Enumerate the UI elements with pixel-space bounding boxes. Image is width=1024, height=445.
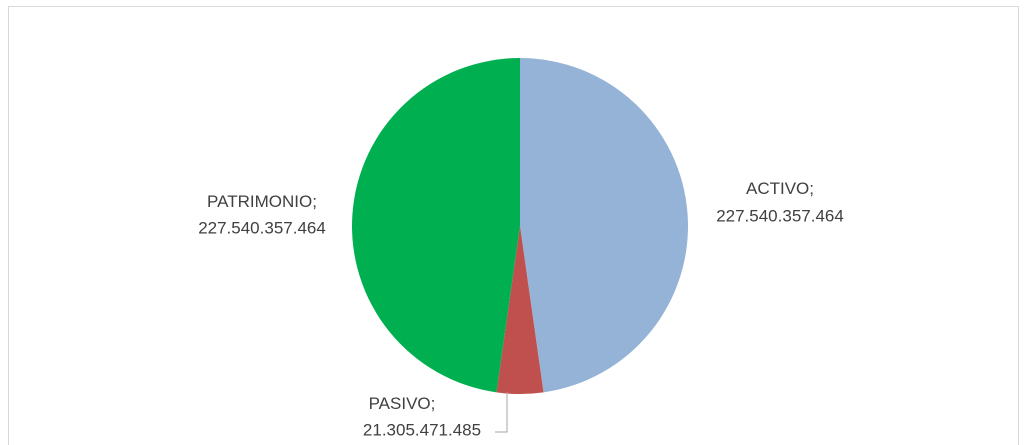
label-separator: ; [809, 179, 814, 198]
data-label-name: PASIVO; [369, 394, 436, 413]
category-name: ACTIVO [746, 179, 809, 198]
data-label: 227.540.357.464 [198, 218, 326, 237]
label-separator: ; [431, 394, 436, 413]
leader-line [495, 392, 508, 433]
category-name: PATRIMONIO [207, 192, 312, 211]
pie-slice [351, 58, 520, 393]
label-separator: ; [312, 192, 317, 211]
pie [351, 58, 689, 394]
data-label: 227.540.357.464 [716, 206, 844, 225]
category-name: PASIVO [369, 394, 431, 413]
data-label-name: ACTIVO; [746, 179, 814, 198]
pie-slice [520, 58, 689, 393]
pie-slice [496, 226, 544, 394]
data-label-name: PATRIMONIO; [207, 192, 317, 211]
data-label: 21.305.471.485 [363, 420, 481, 439]
